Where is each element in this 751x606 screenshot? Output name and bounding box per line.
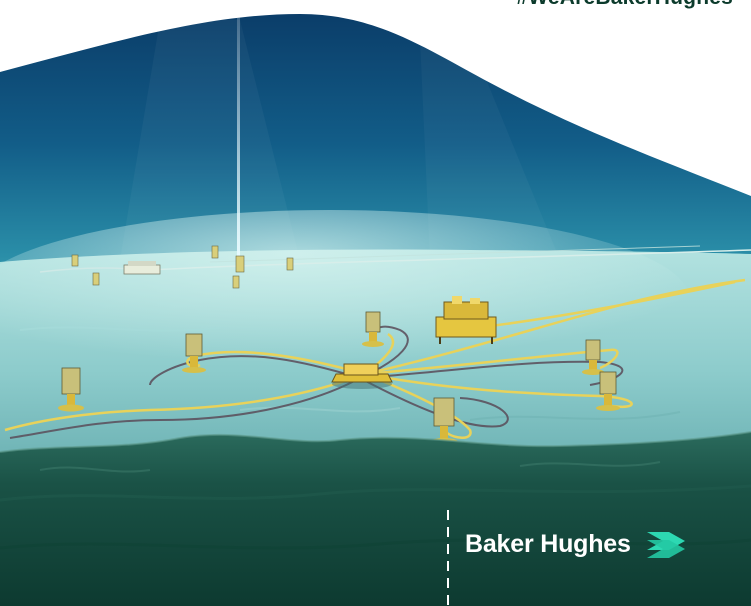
processing-station [435,296,497,344]
flowlines-dark [9,325,624,439]
flowlines-yellow [4,278,746,439]
far-manifold [123,261,161,275]
brand-lockup: Baker Hughes [447,510,747,606]
brand-name: Baker Hughes [465,530,631,558]
baker-hughes-chevron-logo-icon [647,532,685,558]
far-subsea-trees [71,245,294,289]
central-manifold [331,363,393,389]
riser-line [237,14,240,264]
seabed-cliff [0,432,751,606]
hashtag-text: #WeAreBakerHughes [516,0,733,10]
brand-dashed-divider [447,510,449,606]
